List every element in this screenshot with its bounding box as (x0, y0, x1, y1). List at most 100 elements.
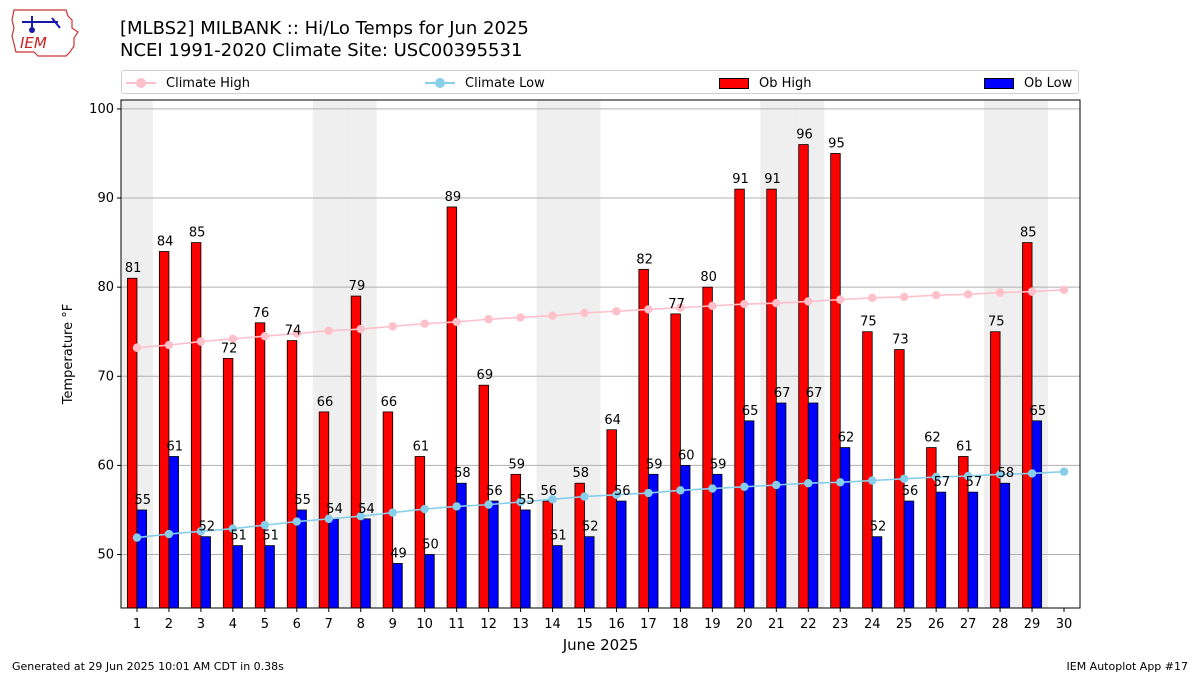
ob-high-bar (926, 447, 937, 609)
climate-low-point (292, 517, 302, 526)
climate-low-point (388, 508, 397, 517)
ob-high-bar (158, 251, 170, 609)
ob-low-bar (1031, 420, 1043, 609)
ob-low-bar (584, 536, 595, 609)
chart-title: [MLBS2] MILBANK :: Hi/Lo Temps for Jun 2… (120, 18, 529, 39)
ob-low-bar (903, 500, 915, 609)
ob-low-label: 67 (774, 386, 791, 401)
y-tick-label: 100 (89, 102, 114, 117)
x-tick-label: 28 (992, 617, 1009, 632)
climate-low-point (644, 488, 653, 498)
ob-low-label: 51 (230, 529, 247, 544)
ob-low-bar (200, 536, 211, 609)
ob-high-label: 82 (636, 252, 653, 267)
ob-high-label: 75 (860, 315, 877, 330)
legend-label-ob-high: Ob High (759, 75, 812, 91)
ob-high-label: 80 (700, 270, 717, 285)
ob-high-bar (414, 456, 426, 609)
ob-high-bar (638, 268, 649, 609)
y-axis-label: Temperature °F (61, 304, 76, 405)
ob-high-label: 76 (253, 306, 270, 321)
ob-high-label: 75 (988, 315, 1005, 330)
climate-low-point (196, 527, 206, 536)
climate-low-point (1059, 467, 1069, 476)
climate-high-point (292, 329, 302, 338)
climate-high-point (516, 313, 525, 322)
y-tick-label: 50 (97, 548, 114, 563)
climate-high-point (548, 311, 557, 320)
x-tick-label: 5 (261, 617, 269, 632)
ob-high-label: 91 (764, 172, 781, 187)
ob-low-label: 59 (710, 457, 727, 472)
x-tick-label: 22 (800, 617, 817, 632)
ob-high-label: 89 (445, 190, 462, 205)
ob-low-bar (424, 554, 435, 609)
legend-swatch-climate-low (425, 76, 455, 90)
ob-high-bar (222, 358, 234, 609)
climate-low-point (708, 484, 717, 493)
climate-high-point (420, 319, 429, 328)
x-tick-label: 12 (480, 617, 497, 632)
chart-subtitle: NCEI 1991-2020 Climate Site: USC00395531 (120, 40, 523, 61)
climate-high-point (740, 299, 749, 309)
ob-high-bar (126, 277, 138, 609)
ob-low-bar (743, 420, 755, 609)
ob-low-label: 59 (646, 457, 663, 472)
y-tick-label: 80 (97, 280, 114, 295)
ob-high-label: 62 (924, 431, 941, 446)
ob-high-bar (190, 242, 202, 609)
climate-low-point (164, 529, 174, 539)
climate-low-point (228, 524, 238, 533)
ob-high-label: 59 (509, 457, 526, 472)
ob-high-label: 64 (604, 413, 621, 428)
climate-high-point (484, 315, 493, 324)
climate-low-point (548, 495, 557, 504)
ob-high-bar (542, 500, 553, 609)
ob-high-label: 61 (413, 439, 430, 454)
ob-low-label: 55 (135, 493, 152, 508)
x-tick-label: 24 (864, 617, 881, 632)
climate-high-point (580, 308, 589, 318)
ob-high-bar (862, 331, 873, 609)
climate-low-point (452, 502, 461, 511)
ob-low-label: 58 (998, 466, 1015, 481)
climate-low-point (995, 470, 1005, 479)
ob-low-label: 60 (678, 448, 695, 463)
climate-high-point (836, 295, 845, 304)
footer-app-text: IEM Autoplot App #17 (1066, 660, 1189, 673)
ob-high-label: 69 (477, 368, 494, 383)
ob-low-label: 56 (486, 484, 503, 499)
ob-low-label: 65 (742, 404, 759, 419)
x-tick-label: 30 (1056, 617, 1073, 632)
ob-low-bar (711, 473, 723, 609)
weekend-shading (121, 100, 1049, 608)
ob-low-label: 54 (326, 502, 343, 517)
climate-high-point (1059, 285, 1069, 295)
climate-low-point (580, 492, 589, 501)
climate-high-point (388, 322, 397, 331)
x-tick-label: 11 (448, 617, 465, 632)
climate-low-point (260, 520, 270, 530)
legend-entry-climate-low: Climate Low (425, 74, 545, 92)
x-tick-label: 6 (293, 617, 301, 632)
ob-low-label: 62 (838, 431, 855, 446)
x-tick-label: 2 (165, 617, 173, 632)
ob-low-label: 55 (518, 493, 535, 508)
ob-high-label: 77 (668, 297, 685, 312)
ob-low-label: 58 (454, 466, 471, 481)
legend-swatch-ob-high (719, 76, 749, 90)
ob-high-bar (254, 322, 266, 609)
ob-high-label: 74 (285, 324, 302, 339)
ob-high-bar (446, 206, 458, 609)
y-tick-label: 60 (97, 458, 114, 473)
x-tick-label: 23 (832, 617, 849, 632)
ob-low-bar (264, 545, 275, 609)
ob-low-label: 52 (198, 520, 215, 535)
climate-high-point (228, 334, 238, 344)
climate-low-point (836, 478, 845, 487)
climate-low-point (804, 479, 813, 488)
climate-low-point (772, 480, 781, 490)
climate-high-point (708, 301, 717, 311)
